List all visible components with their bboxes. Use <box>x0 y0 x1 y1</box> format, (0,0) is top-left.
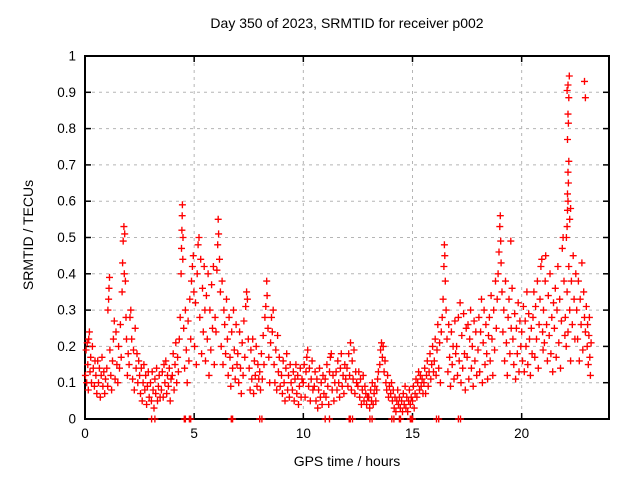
y-tick-label: 0.5 <box>57 230 76 245</box>
y-tick-label: 1 <box>68 49 76 64</box>
y-tick-label: 0 <box>68 412 76 427</box>
y-tick-label: 0.7 <box>57 157 76 172</box>
x-axis-label: GPS time / hours <box>293 453 401 469</box>
x-tick-label: 0 <box>81 426 89 441</box>
x-tick-label: 5 <box>190 426 198 441</box>
y-tick-label: 0.8 <box>57 121 76 136</box>
y-tick-label: 0.3 <box>57 303 76 318</box>
y-tick-label: 0.2 <box>57 339 76 354</box>
x-tick-label: 20 <box>514 426 529 441</box>
chart-title: Day 350 of 2023, SRMTID for receiver p00… <box>210 15 484 31</box>
y-tick-label: 0.6 <box>57 194 76 209</box>
x-tick-label: 10 <box>296 426 311 441</box>
y-tick-label: 0.9 <box>57 85 76 100</box>
y-tick-label: 0.1 <box>57 375 76 390</box>
scatter-points <box>81 72 595 423</box>
tick-labels: 00.10.20.30.40.50.60.70.80.910 5 10 15 20 <box>57 49 529 442</box>
y-tick-label: 0.4 <box>57 266 76 281</box>
axis-ticks <box>84 55 609 420</box>
x-tick-label: 15 <box>405 426 420 441</box>
